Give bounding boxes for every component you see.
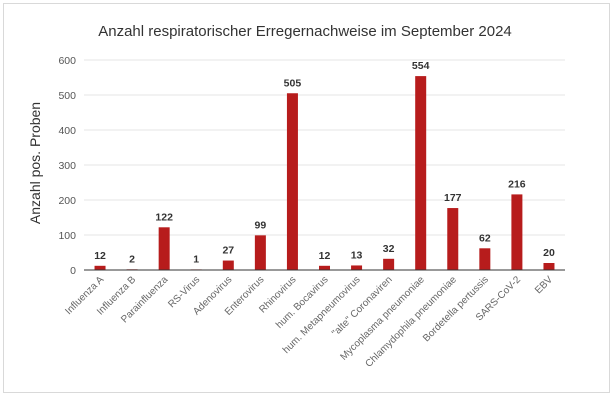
data-label: 13 (351, 249, 363, 261)
x-tick-label: "alte" Coronaviren (330, 274, 395, 339)
y-axis-label: Anzahl pos. Proben (27, 102, 43, 224)
bar (383, 258, 395, 270)
y-tick-label: 100 (58, 230, 76, 242)
data-label: 2 (129, 253, 135, 265)
data-label: 12 (319, 250, 331, 262)
data-label: 20 (543, 247, 555, 259)
data-label: 122 (155, 211, 173, 223)
bar (511, 194, 523, 270)
bar (415, 76, 427, 270)
chart-frame (3, 3, 610, 393)
chart-title: Anzahl respiratorischer Erregernachweise… (98, 23, 512, 40)
data-label: 99 (255, 219, 267, 231)
bar (286, 93, 298, 270)
y-tick-label: 200 (58, 195, 76, 207)
y-tick-label: 300 (58, 160, 76, 172)
bar (543, 263, 555, 270)
y-tick-label: 400 (58, 125, 76, 137)
bar (351, 265, 363, 270)
data-label: 505 (284, 77, 302, 89)
bar (254, 235, 266, 270)
bar (479, 248, 491, 270)
data-label: 32 (383, 243, 395, 255)
bar (447, 208, 459, 270)
data-label: 27 (222, 245, 234, 257)
y-tick-label: 500 (58, 90, 76, 102)
data-label: 216 (508, 178, 526, 190)
bars (94, 76, 555, 270)
y-axis-ticks: 0 100 200 300 400 500 600 (58, 55, 76, 277)
data-label: 62 (479, 232, 491, 244)
y-tick-label: 600 (58, 55, 76, 67)
data-label: 177 (444, 192, 462, 204)
data-label: 1 (193, 254, 199, 266)
bar (94, 265, 106, 270)
bar (222, 260, 234, 270)
data-label: 12 (94, 250, 106, 262)
x-tick-label: EBV (533, 274, 555, 296)
bar (158, 227, 170, 270)
gridlines (84, 59, 565, 236)
bar (319, 265, 330, 270)
data-label: 554 (412, 60, 430, 72)
y-tick-label: 0 (70, 265, 76, 277)
